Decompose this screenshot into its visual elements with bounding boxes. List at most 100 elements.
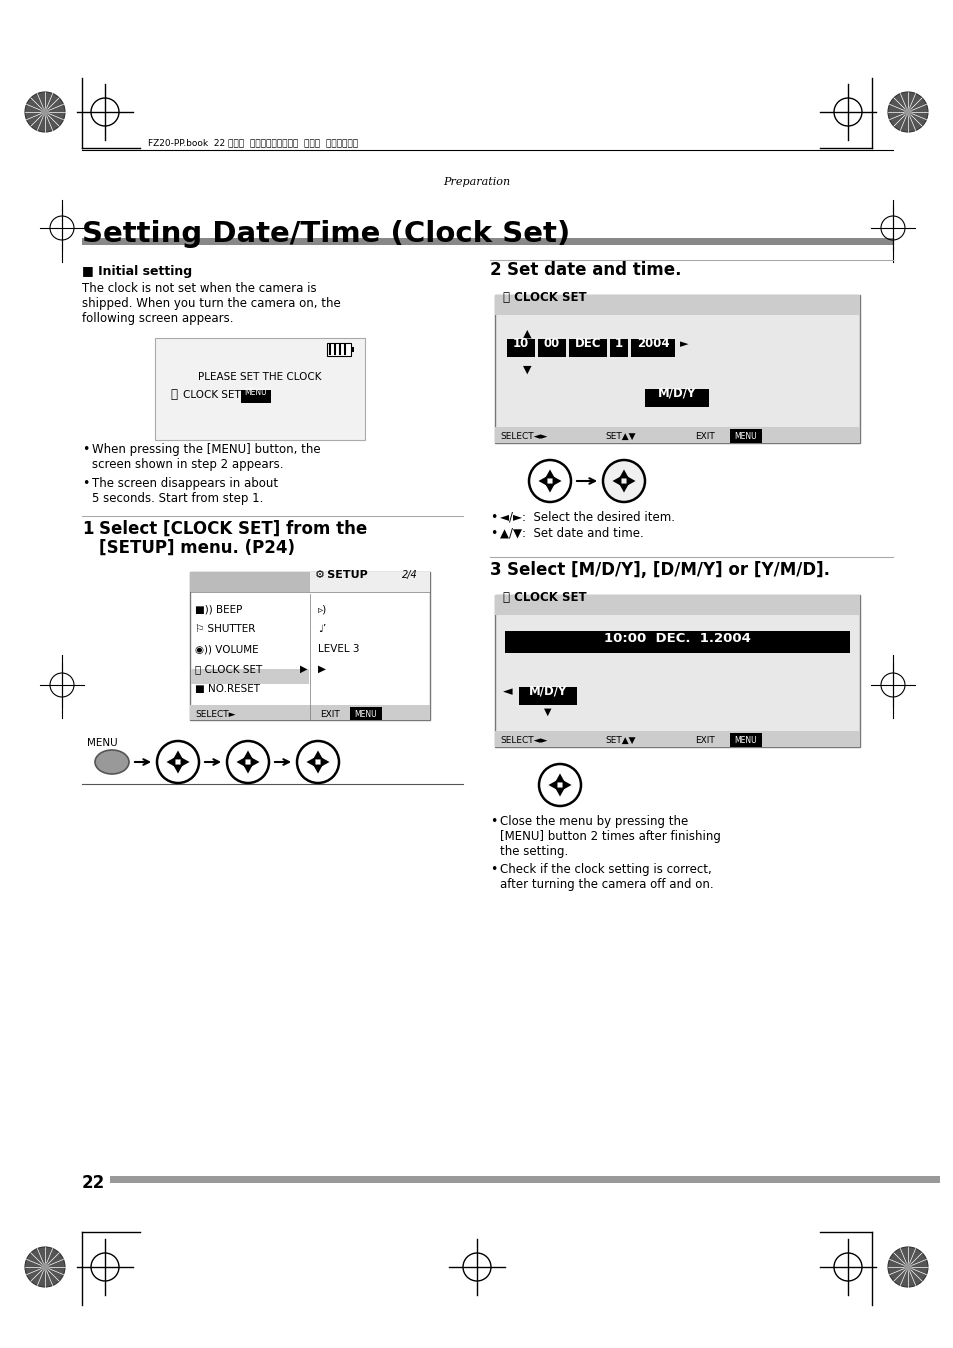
Text: ►: ► [679, 338, 688, 349]
Circle shape [887, 1247, 927, 1287]
Bar [190, 572, 310, 592]
Text: ♩’: ♩’ [317, 624, 326, 634]
Text: M/D/Y: M/D/Y [528, 685, 567, 698]
Text: M/D/Y: M/D/Y [658, 387, 696, 400]
Ellipse shape [296, 741, 338, 783]
Polygon shape [618, 469, 628, 479]
Text: Setting Date/Time (Clock Set): Setting Date/Time (Clock Set) [82, 220, 570, 248]
Text: 5 seconds. Start from step 1.: 5 seconds. Start from step 1. [91, 492, 263, 506]
Polygon shape [544, 469, 555, 479]
Text: [MENU] button 2 times after finishing: [MENU] button 2 times after finishing [499, 830, 720, 842]
Text: ⌚ CLOCK SET: ⌚ CLOCK SET [502, 291, 586, 305]
Ellipse shape [227, 741, 269, 783]
Circle shape [41, 108, 49, 116]
Bar [568, 338, 606, 357]
Text: ⌚ CLOCK SET: ⌚ CLOCK SET [194, 665, 262, 674]
Text: EXIT: EXIT [695, 736, 714, 745]
Text: •: • [490, 816, 497, 828]
Bar [495, 731, 859, 747]
Text: ▼: ▼ [543, 706, 551, 717]
Bar [190, 705, 430, 720]
Bar [504, 631, 849, 652]
Bar [729, 429, 761, 443]
Circle shape [903, 108, 911, 116]
Text: ▶: ▶ [299, 665, 307, 674]
Ellipse shape [95, 749, 129, 774]
Bar [351, 346, 354, 352]
Text: the setting.: the setting. [499, 845, 568, 857]
Text: shipped. When you turn the camera on, the: shipped. When you turn the camera on, th… [82, 297, 340, 310]
Text: ◄: ◄ [502, 685, 512, 698]
Text: ⚙ SETUP: ⚙ SETUP [314, 570, 367, 580]
Text: ⌚: ⌚ [170, 388, 177, 400]
Text: 10: 10 [513, 337, 529, 350]
Polygon shape [306, 758, 315, 767]
Text: CLOCK SET: CLOCK SET [183, 390, 240, 400]
Bar [609, 338, 627, 357]
Text: screen shown in step 2 appears.: screen shown in step 2 appears. [91, 458, 283, 470]
Bar [537, 338, 565, 357]
Ellipse shape [529, 460, 571, 501]
Circle shape [887, 92, 927, 132]
Polygon shape [172, 764, 183, 774]
Text: MENU: MENU [734, 736, 757, 745]
Text: EXIT: EXIT [319, 710, 339, 718]
Text: ⌚ CLOCK SET: ⌚ CLOCK SET [502, 590, 586, 604]
Text: ■ NO.RESET: ■ NO.RESET [194, 683, 260, 694]
Text: ▼: ▼ [522, 365, 531, 375]
Bar [191, 669, 309, 683]
Text: Select [CLOCK SET] from the: Select [CLOCK SET] from the [99, 520, 367, 538]
Bar [327, 342, 351, 356]
Polygon shape [548, 780, 557, 790]
Text: Preparation: Preparation [443, 177, 510, 187]
Bar [350, 706, 381, 720]
Text: ▲/▼:  Set date and time.: ▲/▼: Set date and time. [499, 527, 643, 541]
Text: MENU: MENU [355, 710, 377, 718]
Bar [729, 733, 761, 747]
Text: •: • [490, 863, 497, 876]
Text: Close the menu by pressing the: Close the menu by pressing the [499, 816, 687, 828]
Bar [82, 239, 892, 245]
Text: •: • [490, 527, 497, 541]
Text: ▹): ▹) [317, 604, 327, 613]
Text: SELECT◄►: SELECT◄► [499, 736, 547, 745]
Text: MENU: MENU [734, 431, 757, 441]
Polygon shape [236, 758, 245, 767]
Polygon shape [626, 476, 635, 487]
Bar [506, 338, 535, 357]
Text: MENU: MENU [87, 737, 117, 748]
Circle shape [25, 92, 65, 132]
Polygon shape [612, 476, 620, 487]
Text: ▲: ▲ [522, 329, 531, 338]
Polygon shape [180, 758, 190, 767]
Circle shape [25, 1247, 65, 1287]
Bar [518, 687, 577, 705]
Text: SET▲▼: SET▲▼ [604, 431, 635, 441]
Text: LEVEL 3: LEVEL 3 [317, 644, 359, 654]
Bar [495, 295, 859, 315]
Text: SELECT►: SELECT► [194, 710, 235, 718]
Polygon shape [172, 751, 183, 759]
Text: Select [M/D/Y], [D/M/Y] or [Y/M/D].: Select [M/D/Y], [D/M/Y] or [Y/M/D]. [506, 561, 829, 580]
Text: SELECT◄►: SELECT◄► [499, 431, 547, 441]
Ellipse shape [157, 741, 199, 783]
Text: ■)) BEEP: ■)) BEEP [194, 604, 242, 613]
Text: ▶: ▶ [317, 665, 326, 674]
Text: DEC: DEC [574, 337, 600, 350]
Text: •: • [82, 477, 90, 491]
Bar [495, 427, 859, 443]
Polygon shape [555, 787, 564, 797]
Text: EXIT: EXIT [695, 431, 714, 441]
Bar [310, 572, 430, 592]
Text: ⚐ SHUTTER: ⚐ SHUTTER [194, 624, 255, 634]
Polygon shape [313, 751, 323, 759]
Text: ◉)) VOLUME: ◉)) VOLUME [194, 644, 258, 654]
Bar [154, 338, 365, 439]
Text: The clock is not set when the camera is: The clock is not set when the camera is [82, 282, 316, 295]
Text: 10:00  DEC.  1.2004: 10:00 DEC. 1.2004 [603, 632, 750, 644]
Text: after turning the camera off and on.: after turning the camera off and on. [499, 878, 713, 891]
Text: 3: 3 [490, 561, 501, 580]
Polygon shape [166, 758, 175, 767]
Text: ◄/►:  Select the desired item.: ◄/►: Select the desired item. [499, 511, 675, 524]
Polygon shape [243, 751, 253, 759]
